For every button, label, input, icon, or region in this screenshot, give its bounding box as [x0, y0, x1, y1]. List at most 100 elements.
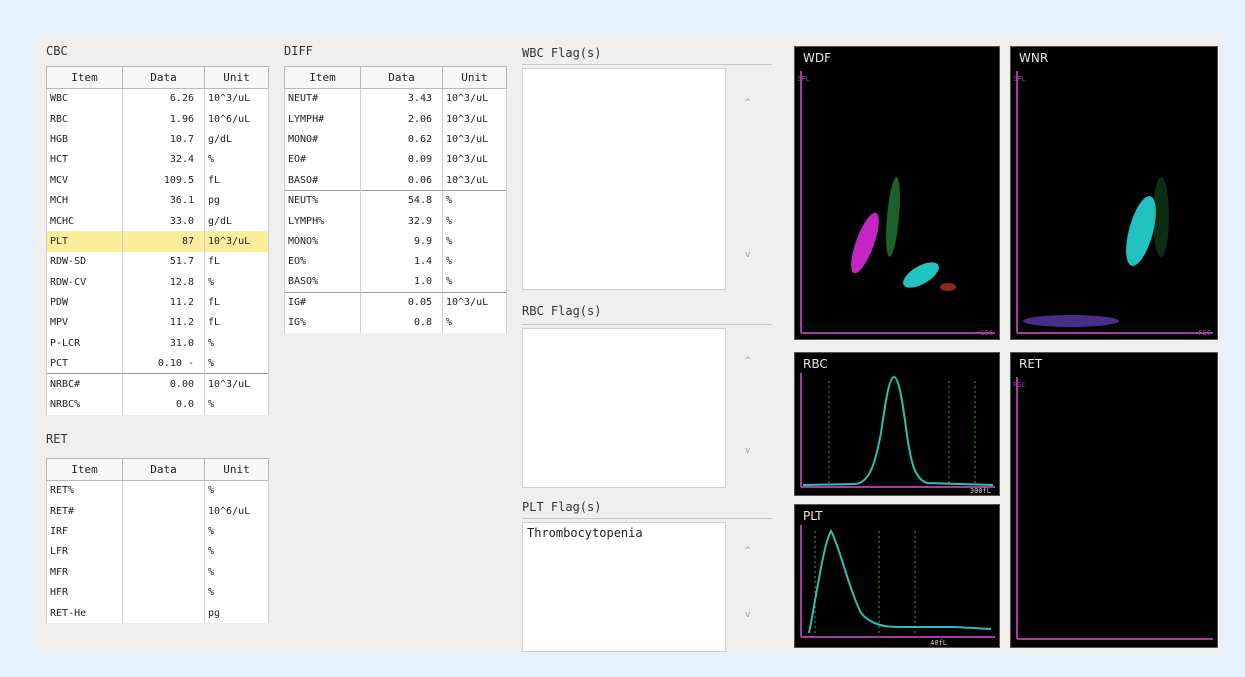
table-row[interactable]: RET# 10^6/uL [46, 500, 269, 522]
table-row[interactable]: RET-He pg [46, 602, 269, 624]
table-row[interactable]: MCV 109.5 fL [46, 170, 269, 191]
data-cell: 51.7 [122, 251, 205, 273]
data-cell [122, 541, 205, 563]
unit-cell: 10^3/uL [442, 129, 507, 150]
table-row[interactable]: LYMPH# 2.06 10^3/uL [284, 108, 507, 130]
unit-cell: 10^3/uL [442, 149, 507, 171]
item-cell: PLT [46, 231, 123, 252]
scroll-up-icon[interactable]: ^ [745, 546, 751, 556]
wdf-y-tick: SFL [797, 75, 810, 83]
table-row[interactable]: IG# 0.05 10^3/uL [284, 291, 507, 313]
data-cell: 0.0 [122, 394, 205, 415]
table-row[interactable]: NEUT# 3.43 10^3/uL [284, 88, 507, 109]
wbc-flags-box[interactable] [522, 68, 726, 290]
data-cell [122, 602, 205, 624]
rbc-plot-area [800, 373, 995, 488]
table-row[interactable]: MFR% [46, 562, 269, 583]
table-row[interactable]: PCT 0.10 -% [46, 353, 269, 374]
rbc-flags-box[interactable] [522, 328, 726, 488]
data-cell: 12.8 [122, 272, 205, 293]
cbc-section-label: CBC [46, 44, 68, 58]
table-row[interactable]: MPV 11.2 fL [46, 312, 269, 334]
table-row[interactable]: BASO% 1.0% [284, 272, 507, 293]
unit-cell: fL [204, 170, 269, 191]
table-row[interactable]: MCH 36.1 pg [46, 190, 269, 211]
wdf-scattergram: WDF SFL SSC [794, 46, 1000, 340]
item-cell: EO% [284, 251, 361, 273]
data-cell: 32.9 [360, 210, 443, 232]
item-cell: RBC [46, 108, 123, 130]
unit-cell: g/dL [204, 129, 269, 150]
unit-cell: % [442, 189, 507, 211]
table-row[interactable]: PLT 87 10^3/uL [46, 231, 269, 252]
scroll-up-icon[interactable]: ^ [745, 98, 751, 108]
table-row[interactable]: NEUT% 54.8% [284, 189, 507, 211]
data-cell: 0.10 - [122, 353, 205, 374]
wnr-panel-title: WNR [1019, 51, 1049, 65]
unit-cell: % [204, 582, 269, 603]
table-row[interactable]: HGB 10.7 g/dL [46, 129, 269, 150]
wnr-plot-area [1016, 71, 1213, 334]
divider [522, 64, 772, 65]
unit-cell: pg [204, 190, 269, 211]
item-cell: LFR [46, 541, 123, 563]
table-row[interactable]: NRBC# 0.00 10^3/uL [46, 373, 269, 395]
data-cell: 11.2 [122, 312, 205, 334]
item-cell: PDW [46, 292, 123, 313]
item-cell: IG# [284, 291, 361, 313]
plt-panel-title: PLT [803, 509, 823, 523]
unit-cell: 10^3/uL [204, 231, 269, 252]
item-cell: MPV [46, 312, 123, 334]
item-cell: HGB [46, 129, 123, 150]
unit-cell: % [204, 521, 269, 542]
scroll-down-icon[interactable]: v [745, 250, 751, 260]
scroll-down-icon[interactable]: v [745, 610, 751, 620]
item-cell: NRBC% [46, 394, 123, 415]
table-row[interactable]: EO% 1.4% [284, 251, 507, 273]
data-cell [122, 582, 205, 603]
unit-cell: % [442, 210, 507, 232]
table-row[interactable]: HCT 32.4% [46, 149, 269, 171]
table-row[interactable]: MCHC 33.0 g/dL [46, 210, 269, 232]
table-row[interactable]: MONO% 9.9% [284, 231, 507, 252]
rbc-flags-label: RBC Flag(s) [522, 304, 602, 318]
table-row[interactable]: RDW-SD 51.7 fL [46, 251, 269, 273]
table-row[interactable]: NRBC% 0.0% [46, 394, 269, 415]
rbc-flags-scrollbar[interactable]: ^ v [727, 328, 773, 488]
table-row[interactable]: RDW-CV 12.8% [46, 272, 269, 293]
table-row[interactable]: MONO# 0.62 10^3/uL [284, 129, 507, 150]
unit-cell: 10^3/uL [204, 373, 269, 395]
table-row[interactable]: LYMPH% 32.9% [284, 210, 507, 232]
table-row[interactable]: HFR% [46, 582, 269, 603]
table-row[interactable]: WBC 6.26 10^3/uL [46, 88, 269, 109]
table-row[interactable]: PDW 11.2 fL [46, 292, 269, 313]
table-row[interactable]: P-LCR 31.0% [46, 333, 269, 354]
wbc-flags-scrollbar[interactable]: ^ v [727, 68, 773, 290]
table-row[interactable]: RBC 1.96 10^6/uL [46, 108, 269, 130]
unit-cell: 10^6/uL [204, 108, 269, 130]
scroll-up-icon[interactable]: ^ [745, 356, 751, 366]
item-cell: PCT [46, 353, 123, 374]
unit-cell: % [204, 541, 269, 563]
scroll-down-icon[interactable]: v [745, 446, 751, 456]
table-row[interactable]: IRF% [46, 521, 269, 542]
data-cell: 87 [122, 231, 205, 252]
table-row[interactable]: EO# 0.09 10^3/uL [284, 149, 507, 171]
item-cell: MONO% [284, 231, 361, 252]
unit-cell: % [442, 251, 507, 273]
plt-flags-box[interactable]: Thrombocytopenia [522, 522, 726, 652]
item-cell: BASO% [284, 272, 361, 293]
table-row[interactable]: LFR% [46, 541, 269, 563]
cbc-results-table: Item Data Unit WBC 6.26 10^3/uL RBC 1.96 10^6… [46, 66, 269, 415]
unit-cell: % [442, 312, 507, 334]
diff-results-table: Item Data Unit NEUT# 3.43 10^3/uL LYMPH# 2.0… [284, 66, 507, 334]
wnr-y-tick: SFL [1013, 75, 1026, 83]
table-row[interactable]: BASO# 0.06 10^3/uL [284, 170, 507, 191]
table-row[interactable]: RET%% [46, 480, 269, 501]
data-cell: 6.26 [122, 88, 205, 109]
item-cell: IG% [284, 312, 361, 334]
table-row[interactable]: IG% 0.8% [284, 312, 507, 334]
plt-flags-scrollbar[interactable]: ^ v [727, 522, 773, 652]
item-cell: WBC [46, 88, 123, 109]
data-cell: 31.0 [122, 333, 205, 354]
